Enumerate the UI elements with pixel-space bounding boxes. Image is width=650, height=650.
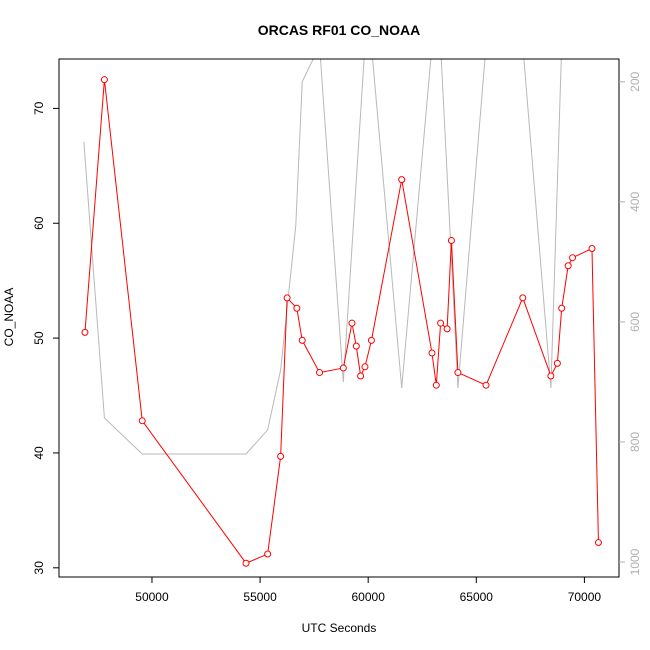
data-point <box>443 325 451 333</box>
data-point <box>316 369 324 377</box>
x-tick-label: 70000 <box>568 590 602 604</box>
data-point <box>352 342 360 350</box>
data-point <box>437 319 445 327</box>
data-point <box>564 262 572 270</box>
data-point <box>361 363 369 371</box>
data-point <box>588 245 596 253</box>
secondary-y-tick-label: 600 <box>628 312 642 332</box>
data-point <box>447 236 455 244</box>
red-series-layer <box>81 76 602 567</box>
x-axis: 50000 55000 60000 65000 70000 <box>135 577 601 604</box>
data-point <box>569 254 577 262</box>
secondary-y-tick-label: 1000 <box>628 548 642 575</box>
data-point <box>558 304 566 312</box>
data-point <box>482 381 490 389</box>
data-point <box>519 294 527 302</box>
data-point <box>293 304 301 312</box>
data-point <box>547 372 555 380</box>
data-point <box>432 381 440 389</box>
data-point <box>242 559 250 567</box>
secondary-y-tick-label: 800 <box>628 432 642 452</box>
data-point <box>277 452 285 460</box>
red-series-line <box>84 79 599 564</box>
data-point <box>553 359 561 367</box>
y-tick-label: 60 <box>32 216 46 230</box>
gray-series-line <box>83 59 562 455</box>
y-axis: 30 40 50 60 70 <box>32 101 59 574</box>
secondary-y-tick-label: 200 <box>628 71 642 91</box>
y-axis-label: CO_NOAA <box>2 288 16 347</box>
data-point <box>348 319 356 327</box>
data-point <box>81 328 89 336</box>
data-point <box>138 417 146 425</box>
chart-title: ORCAS RF01 CO_NOAA <box>258 22 421 38</box>
data-point <box>357 372 365 380</box>
data-point <box>594 539 602 547</box>
data-point <box>428 349 436 357</box>
gray-series-layer <box>83 59 562 455</box>
x-tick-label: 60000 <box>352 590 386 604</box>
data-point <box>454 369 462 377</box>
x-tick-label: 50000 <box>135 590 169 604</box>
data-point <box>264 550 272 558</box>
secondary-y-tick-label: 400 <box>628 192 642 212</box>
data-point <box>339 364 347 372</box>
x-tick-label: 55000 <box>243 590 277 604</box>
data-point <box>100 76 108 84</box>
y-tick-label: 30 <box>32 561 46 575</box>
data-point <box>283 294 291 302</box>
x-tick-label: 65000 <box>460 590 494 604</box>
data-point <box>398 176 406 184</box>
y-tick-label: 40 <box>32 446 46 460</box>
secondary-y-axis: 200 400 600 800 1000 <box>619 71 642 575</box>
y-tick-label: 50 <box>32 331 46 345</box>
y-tick-label: 70 <box>32 101 46 115</box>
data-point <box>298 336 306 344</box>
data-point <box>367 336 375 344</box>
plot-frame <box>58 58 620 578</box>
x-axis-label: UTC Seconds <box>302 621 377 635</box>
